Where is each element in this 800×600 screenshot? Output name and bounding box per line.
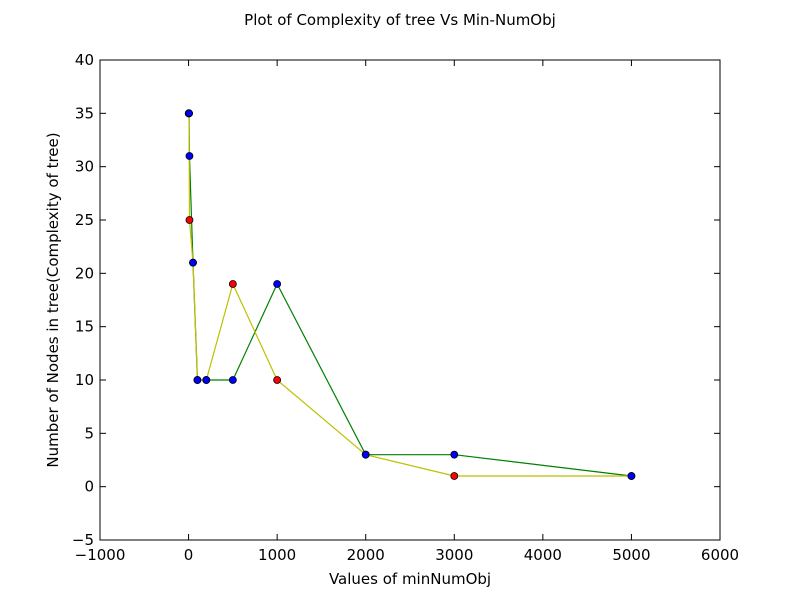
series-line-2 <box>188 112 632 477</box>
y-tick-label: −5 <box>72 531 94 549</box>
axis-ticks <box>99 59 721 541</box>
y-tick-label: 15 <box>75 318 94 336</box>
y-tick-label: 35 <box>75 104 94 122</box>
x-tick-label: 6000 <box>701 546 739 564</box>
plot-area <box>99 59 721 541</box>
series-2-point <box>273 376 282 384</box>
series-1-point <box>273 280 282 288</box>
series-1-point <box>627 472 636 480</box>
x-tick-label: 1000 <box>258 546 296 564</box>
y-tick-label: 30 <box>75 158 94 176</box>
y-tick-label: 40 <box>75 51 94 69</box>
series-1-point <box>193 376 202 384</box>
y-tick-label: 0 <box>84 478 94 496</box>
series-2-point <box>185 216 194 224</box>
series-1-point <box>228 376 237 384</box>
x-tick-label: 5000 <box>612 546 650 564</box>
series-1-point <box>202 376 211 384</box>
series-1-point <box>185 152 194 160</box>
y-tick-label: 20 <box>75 264 94 282</box>
y-axis-tick-labels: −5 0 5 10 15 20 25 30 35 40 <box>72 51 94 549</box>
series-2-point <box>450 472 459 480</box>
series-2-point <box>228 280 237 288</box>
y-tick-label: 10 <box>75 371 94 389</box>
x-axis-tick-labels: −1000 0 1000 2000 3000 4000 5000 6000 <box>75 546 739 564</box>
series-1-point <box>185 109 193 118</box>
series-1-point <box>361 450 370 459</box>
x-axis-label: Values of minNumObj <box>329 570 491 588</box>
y-tick-label: 5 <box>84 424 94 442</box>
series-lines <box>188 112 632 477</box>
x-tick-label: 3000 <box>435 546 473 564</box>
x-tick-label: −1000 <box>75 546 126 564</box>
x-tick-label: 0 <box>184 546 194 564</box>
chart-title: Plot of Complexity of tree Vs Min-NumObj <box>244 11 556 29</box>
y-tick-label: 25 <box>75 211 94 229</box>
series-1-point <box>189 258 197 267</box>
axes-frame <box>99 59 721 541</box>
x-tick-label: 4000 <box>524 546 562 564</box>
y-axis-label: Number of Nodes in tree(Complexity of tr… <box>44 132 62 467</box>
series-markers <box>184 109 636 480</box>
series-1-point <box>450 450 459 459</box>
series-line-1 <box>188 112 632 477</box>
x-tick-label: 2000 <box>347 546 385 564</box>
